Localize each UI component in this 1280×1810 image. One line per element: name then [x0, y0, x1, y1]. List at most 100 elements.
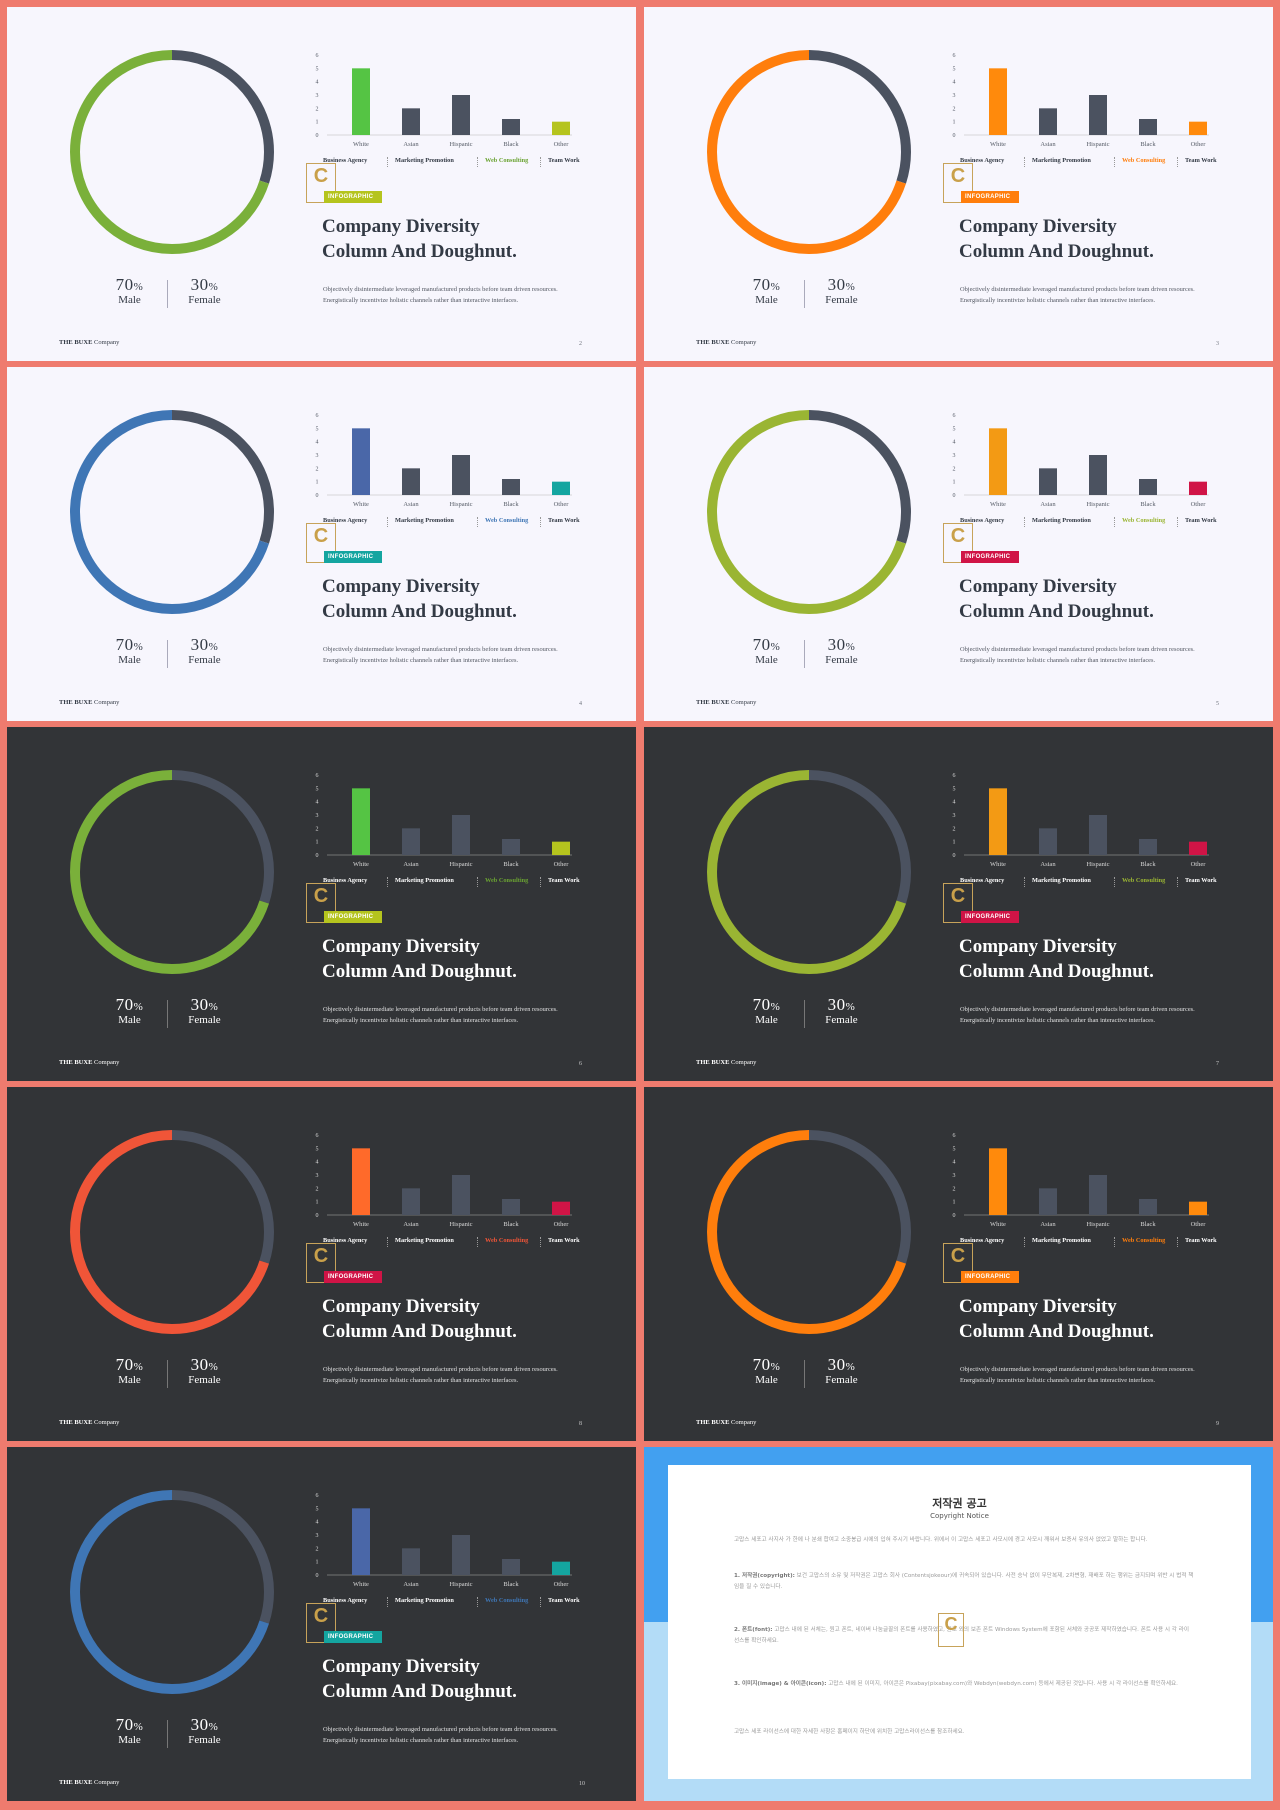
x-tick-label: Hispanic	[449, 861, 472, 868]
x-tick-label: Asian	[403, 861, 419, 868]
y-tick-label: 0	[316, 133, 319, 139]
y-tick-label: 4	[953, 800, 956, 806]
tab-web-consulting[interactable]: Web Consulting	[485, 157, 529, 164]
slide-4[interactable]: 70% Male 30% Female 0 1 2 3 4 5 6 White Asian Hi…	[7, 367, 636, 721]
tab-separator	[540, 877, 541, 887]
tab-business-agency[interactable]: Business Agency	[323, 1237, 368, 1244]
female-stat: 30% Female	[177, 1355, 232, 1386]
slide-10[interactable]: 70% Male 30% Female 0 1 2 3 4 5 6 White Asian Hi…	[7, 1447, 636, 1801]
copyright-slide[interactable]: 저작권 공고 Copyright Notice 고맙스 세포고 사지사 가 한에…	[644, 1447, 1273, 1801]
copyright-subtitle: Copyright Notice	[930, 1512, 989, 1520]
logo-letter: C	[313, 885, 329, 907]
doughnut-chart	[699, 1122, 919, 1342]
male-label: Male	[755, 294, 778, 306]
infographic-badge: INFOGRAPHIC	[961, 551, 1019, 563]
copyright-section-1: 1. 저작권(copyright): 보건 고맙스의 소유 및 저작권은 고맙스…	[734, 1573, 1194, 1590]
tab-marketing-promotion[interactable]: Marketing Promotion	[1032, 517, 1091, 524]
pct-symbol: %	[133, 1721, 144, 1733]
stat-divider	[167, 640, 168, 668]
male-stat: 70% Male	[102, 1355, 157, 1386]
slide-3[interactable]: 70% Male 30% Female 0 1 2 3 4 5 6 White Asian Hi…	[644, 7, 1273, 361]
tab-web-consulting[interactable]: Web Consulting	[485, 1237, 529, 1244]
tab-business-agency[interactable]: Business Agency	[960, 157, 1005, 164]
brand-bold: THE BUXE	[59, 1059, 93, 1066]
tab-business-agency[interactable]: Business Agency	[960, 517, 1005, 524]
logo-letter: C	[313, 1605, 329, 1627]
y-tick-label: 0	[953, 1213, 956, 1219]
male-value: 70	[115, 1355, 134, 1374]
title-line-1: Company Diversity	[959, 936, 1117, 957]
copyright-paper: 저작권 공고 Copyright Notice 고맙스 세포고 사지사 가 한에…	[668, 1465, 1251, 1779]
tab-web-consulting[interactable]: Web Consulting	[485, 877, 529, 884]
tab-marketing-promotion[interactable]: Marketing Promotion	[1032, 1237, 1091, 1244]
bar-hispanic	[1089, 455, 1107, 495]
slide-7[interactable]: 70% Male 30% Female 0 1 2 3 4 5 6 White Asian Hi…	[644, 727, 1273, 1081]
tab-team-work[interactable]: Team Work	[1185, 517, 1217, 524]
tab-team-work[interactable]: Team Work	[1185, 157, 1217, 164]
tab-team-work[interactable]: Team Work	[1185, 877, 1217, 884]
bar-hispanic	[1089, 95, 1107, 135]
pct-symbol: %	[845, 1001, 856, 1013]
female-label: Female	[188, 1014, 221, 1026]
pct-symbol: %	[208, 1001, 219, 1013]
slide-5[interactable]: 70% Male 30% Female 0 1 2 3 4 5 6 White Asian Hi…	[644, 367, 1273, 721]
y-tick-label: 4	[316, 80, 319, 86]
tab-business-agency[interactable]: Business Agency	[323, 517, 368, 524]
bar-white	[989, 428, 1007, 495]
column-chart: 0 1 2 3 4 5 6 White Asian Hispanic Black Other	[953, 405, 1224, 515]
column-chart: 0 1 2 3 4 5 6 White Asian Hispanic Black Other	[316, 1485, 587, 1595]
tab-team-work[interactable]: Team Work	[1185, 1237, 1217, 1244]
tab-marketing-promotion[interactable]: Marketing Promotion	[395, 1597, 454, 1604]
bar-hispanic	[452, 95, 470, 135]
x-tick-label: White	[353, 1221, 369, 1228]
female-stat: 30% Female	[177, 275, 232, 306]
tab-team-work[interactable]: Team Work	[548, 517, 580, 524]
tab-team-work[interactable]: Team Work	[548, 1237, 580, 1244]
desc-line-2: Energistically incentivize holistic chan…	[323, 1017, 519, 1024]
tab-marketing-promotion[interactable]: Marketing Promotion	[395, 877, 454, 884]
tab-team-work[interactable]: Team Work	[548, 877, 580, 884]
tab-web-consulting[interactable]: Web Consulting	[1122, 1237, 1166, 1244]
male-percentage: 70%	[739, 275, 794, 295]
tab-web-consulting[interactable]: Web Consulting	[485, 1597, 529, 1604]
brand-bold: THE BUXE	[696, 1419, 730, 1426]
y-tick-label: 5	[316, 426, 319, 432]
tab-web-consulting[interactable]: Web Consulting	[1122, 517, 1166, 524]
tab-business-agency[interactable]: Business Agency	[323, 877, 368, 884]
slide-2[interactable]: 70% Male 30% Female 0 1 2 3 4 5 6 White Asian Hi…	[7, 7, 636, 361]
tab-business-agency[interactable]: Business Agency	[960, 877, 1005, 884]
bar-black	[502, 839, 520, 855]
donut-segment-male	[70, 1490, 274, 1694]
desc-line-1: Objectively disintermediate leveraged ma…	[323, 646, 558, 653]
tab-web-consulting[interactable]: Web Consulting	[485, 517, 529, 524]
tab-marketing-promotion[interactable]: Marketing Promotion	[1032, 877, 1091, 884]
tab-team-work[interactable]: Team Work	[548, 1597, 580, 1604]
tab-business-agency[interactable]: Business Agency	[323, 157, 368, 164]
female-stat: 30% Female	[177, 1715, 232, 1746]
tab-separator	[477, 157, 478, 167]
tab-marketing-promotion[interactable]: Marketing Promotion	[395, 157, 454, 164]
tab-marketing-promotion[interactable]: Marketing Promotion	[395, 1237, 454, 1244]
donut-segment-male	[70, 410, 274, 614]
tab-team-work[interactable]: Team Work	[548, 157, 580, 164]
tab-marketing-promotion[interactable]: Marketing Promotion	[395, 517, 454, 524]
tab-business-agency[interactable]: Business Agency	[960, 1237, 1005, 1244]
title-line-2: Column And Doughnut.	[959, 1321, 1154, 1342]
slide-6[interactable]: 70% Male 30% Female 0 1 2 3 4 5 6 White Asian Hi…	[7, 727, 636, 1081]
y-tick-label: 3	[953, 1173, 956, 1179]
slide-8[interactable]: 70% Male 30% Female 0 1 2 3 4 5 6 White Asian Hi…	[7, 1087, 636, 1441]
watermark-logo: C	[943, 883, 973, 923]
infographic-badge: INFOGRAPHIC	[324, 191, 382, 203]
tab-web-consulting[interactable]: Web Consulting	[1122, 157, 1166, 164]
tab-business-agency[interactable]: Business Agency	[323, 1597, 368, 1604]
male-stat: 70% Male	[102, 275, 157, 306]
slide-9[interactable]: 70% Male 30% Female 0 1 2 3 4 5 6 White Asian Hi…	[644, 1087, 1273, 1441]
brand-footer: THE BUXE Company	[696, 339, 756, 346]
copyright-outro: 고맙스 세포 라이선스에 대한 자세한 사항은 홈페이지 하단에 위치한 고맙스…	[734, 1729, 965, 1735]
tab-web-consulting[interactable]: Web Consulting	[1122, 877, 1166, 884]
bar-white	[989, 68, 1007, 135]
y-tick-label: 0	[316, 1213, 319, 1219]
female-label: Female	[188, 1734, 221, 1746]
tab-marketing-promotion[interactable]: Marketing Promotion	[1032, 157, 1091, 164]
logo-letter: C	[950, 525, 966, 547]
